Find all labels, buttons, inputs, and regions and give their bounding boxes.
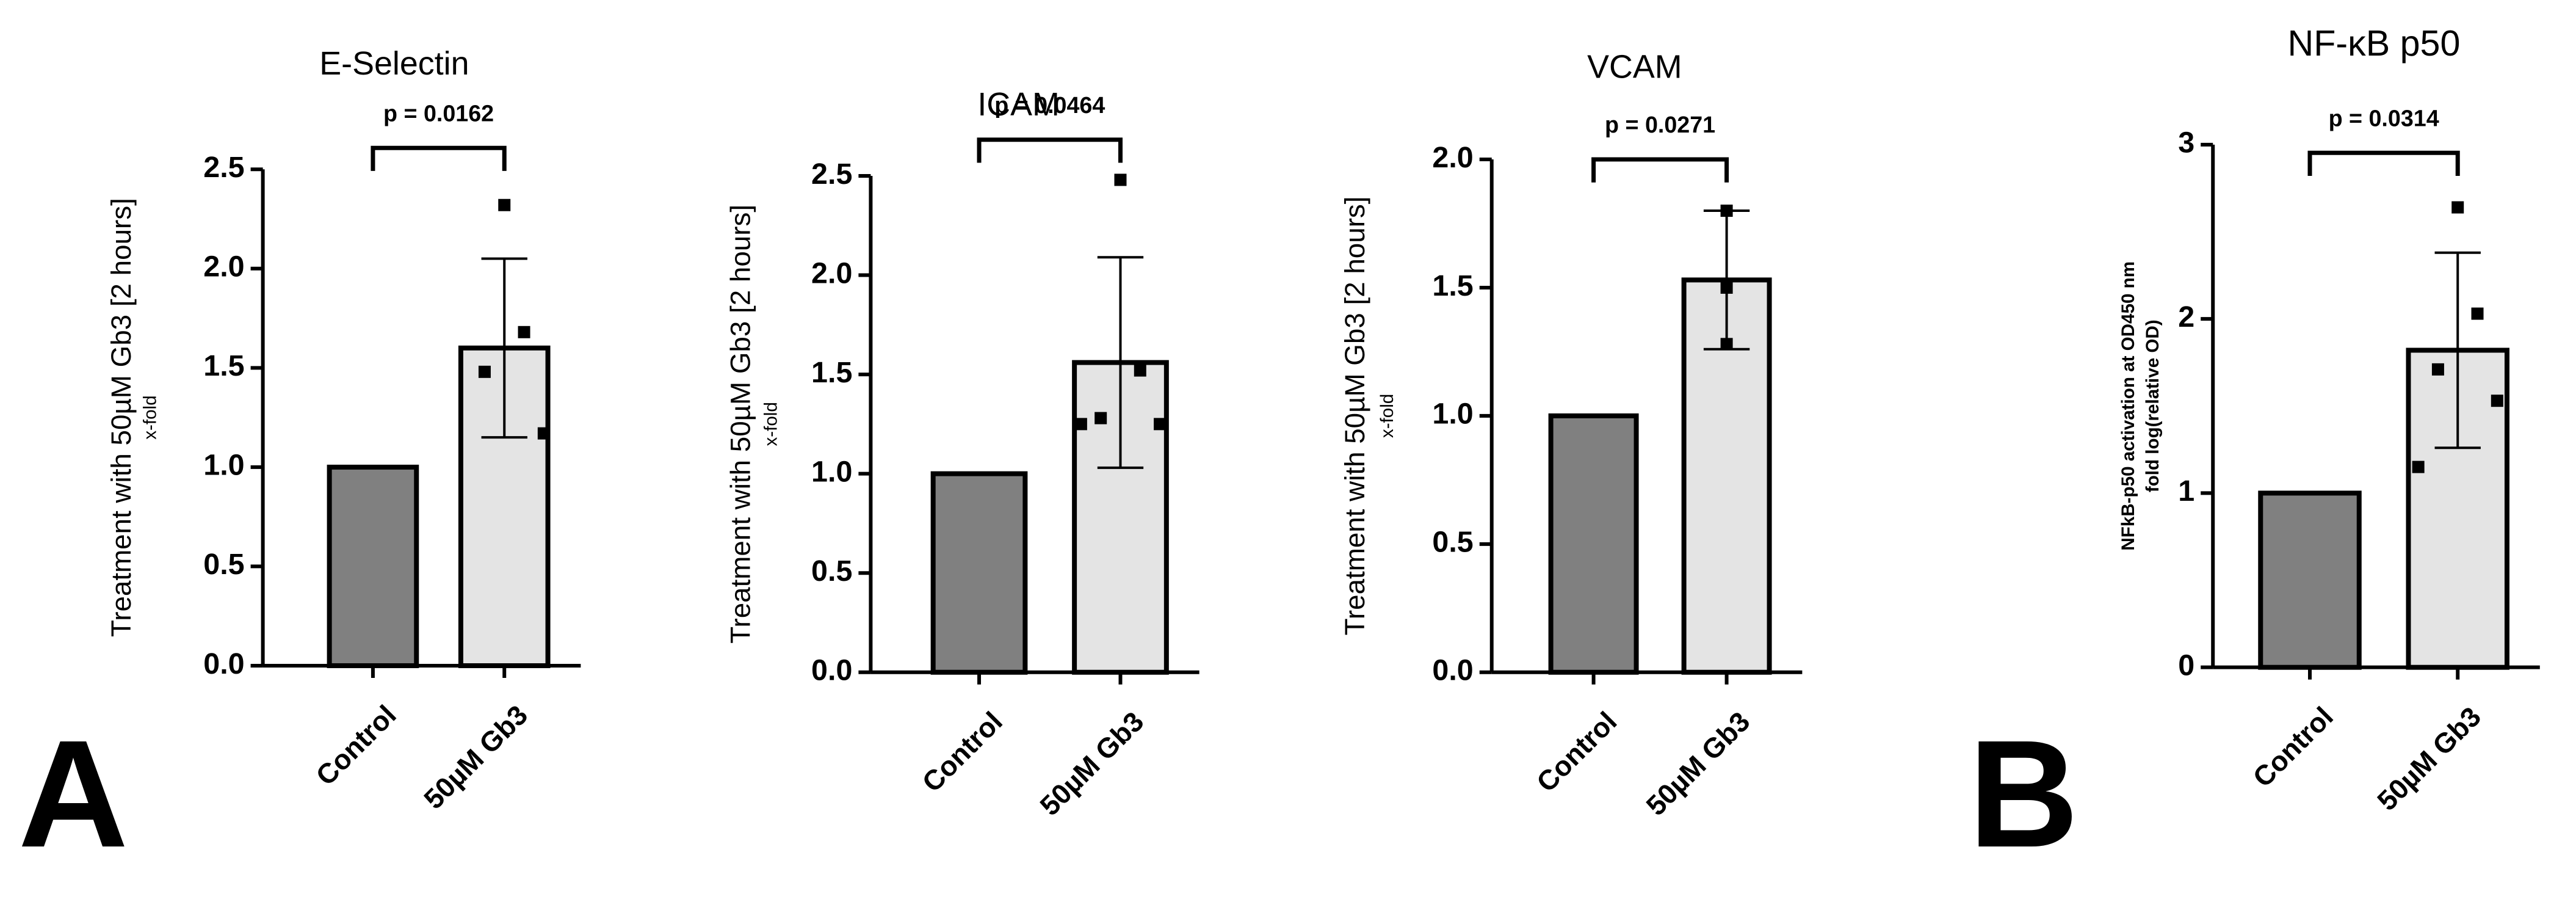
significance-bracket [1591,157,1729,183]
data-point [1134,364,1146,377]
y-axis-label: Treatment with 50µM Gb3 [2 hours] [725,205,756,644]
x-tick-label: 50µM Gb3 [2372,701,2487,817]
y-axis-label: Treatment with 50µM Gb3 [2 hours] [1339,196,1370,635]
y-tick-label: 1 [2178,475,2194,508]
y-tick-label: 0.5 [203,548,244,581]
significance-bracket [371,145,507,171]
data-point [2451,201,2464,214]
data-point [1720,281,1733,294]
y-tick-label: 1.0 [1432,398,1473,431]
bar [930,471,1028,675]
y-tick-label: 1.5 [203,349,244,382]
bar [327,464,419,668]
y-tick-label: 2 [2178,300,2194,333]
y-axis-sublabel: fold log(relative OD) [2143,319,2163,492]
y-axis-label: Treatment with 50µM Gb3 [2 hours] [106,198,137,637]
data-point [2491,395,2503,407]
chart: E-Selectin Treatment with 50µM Gb3 [2 hou… [106,45,581,815]
y-tick-label: 2.0 [811,257,852,289]
panel-letter: A [18,708,129,879]
significance-label: p = 0.0464 [994,92,1105,118]
chart-title: NF-κB p50 [2288,23,2461,64]
data-point [498,198,511,211]
chart: ICAM Treatment with 50µM Gb3 [2 hours] x-f… [725,86,1199,821]
data-point [1114,173,1127,186]
significance-label: p = 0.0314 [2329,105,2439,131]
significance-bracket [977,137,1123,163]
data-point [1094,412,1107,424]
bar [2258,490,2362,670]
significance-bracket [2307,150,2460,176]
data-point [518,326,530,338]
data-point [1154,418,1167,431]
data-point [1720,205,1733,217]
y-axis-sublabel: x-fold [140,395,160,439]
data-point [478,365,491,378]
y-tick-label: 2.0 [1432,141,1473,174]
y-tick-label: 1.0 [811,455,852,488]
chart-title: VCAM [1587,48,1682,85]
data-point [537,427,550,440]
significance-label: p = 0.0162 [383,100,494,126]
y-tick-label: 0.0 [203,647,244,680]
y-tick-label: 0.0 [1432,654,1473,687]
y-axis-sublabel: x-fold [1377,394,1397,438]
y-tick-label: 1.5 [811,356,852,389]
bar [1548,413,1639,675]
y-tick-label: 2.0 [203,250,244,283]
y-tick-label: 3 [2178,126,2194,159]
x-tick-label: 50µM Gb3 [1034,706,1150,822]
x-tick-label: 50µM Gb3 [418,699,534,815]
x-tick-label: Control [310,699,402,792]
y-tick-label: 1.0 [203,449,244,482]
chart-title: ICAM [977,86,1060,123]
y-tick-label: 0.5 [1432,526,1473,559]
y-tick-label: 1.5 [1432,269,1473,302]
data-point [2431,363,2444,376]
y-tick-label: 2.5 [203,151,244,184]
y-tick-label: 0.5 [811,555,852,588]
y-tick-label: 2.5 [811,158,852,191]
significance-label: p = 0.0271 [1605,112,1715,137]
x-tick-label: Control [2247,701,2339,793]
panel-letter: B [1969,708,2079,879]
data-point [2471,307,2484,320]
y-axis-sublabel: x-fold [761,402,781,446]
y-axis-label: NFkB-p50 activation at OD450 nm [2118,261,2138,551]
chart: VCAM Treatment with 50µM Gb3 [2 hours] x-f… [1339,48,1803,822]
x-tick-label: Control [1530,706,1623,798]
y-tick-label: 0.0 [811,654,852,687]
x-tick-label: Control [916,706,1008,798]
data-point [1720,338,1733,351]
x-tick-label: 50µM Gb3 [1640,706,1756,822]
chart-title: E-Selectin [319,45,469,82]
data-point [1074,418,1087,431]
y-tick-label: 0 [2178,649,2194,682]
chart: NF-κB p50 NFkB-p50 activation at OD450 nm… [2118,23,2540,817]
data-point [2412,460,2425,473]
